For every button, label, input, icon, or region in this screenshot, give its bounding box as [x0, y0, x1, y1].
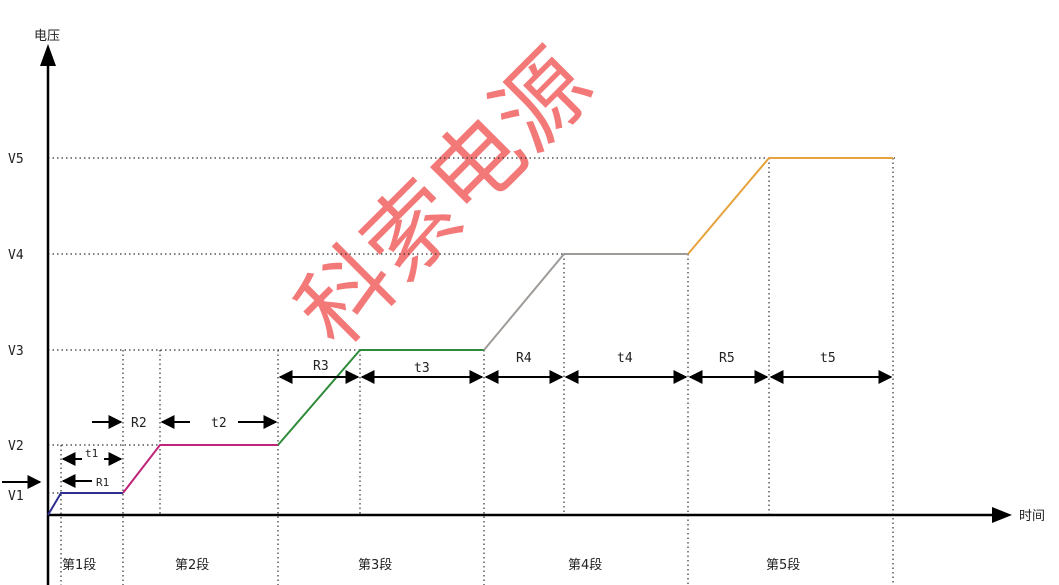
segment-labels: 第1段 第2段 第3段 第4段 第5段: [62, 558, 800, 573]
interval-arrows: t1 R1 R2 t2 R3 t3 R4 t4 R5 t5: [61, 351, 893, 489]
watermark: 科索电源: [277, 30, 613, 366]
label-r4: R4: [516, 351, 532, 366]
segment-1-label: 第1段: [62, 558, 96, 573]
label-v3: V3: [8, 344, 24, 359]
segment-4-label: 第4段: [568, 558, 602, 573]
axes: 电压 时间: [34, 29, 1045, 585]
x-axis-label: 时间: [1019, 509, 1045, 524]
x-axis-arrowhead: [992, 507, 1012, 523]
watermark-text: 科索电源: [277, 30, 613, 366]
label-r5: R5: [719, 351, 735, 366]
label-t3: t3: [414, 361, 430, 376]
label-t2: t2: [211, 416, 227, 431]
label-v1: V1: [8, 489, 24, 504]
label-v4: V4: [8, 248, 24, 263]
segment-5-label: 第5段: [766, 558, 800, 573]
label-v5: V5: [8, 152, 24, 167]
voltage-labels: V5 V4 V3 V2 V1: [2, 152, 42, 504]
segment-3-label: 第3段: [358, 558, 392, 573]
profile-segment-2: [122, 444, 278, 494]
profile-segment-5: [687, 157, 893, 255]
voltage-profile: [47, 157, 893, 516]
label-r2: R2: [131, 416, 147, 431]
y-axis-arrowhead: [40, 44, 56, 66]
segment-2-label: 第2段: [175, 558, 209, 573]
profile-segment-3: [277, 349, 484, 446]
profile-segment-1: [47, 492, 123, 516]
y-axis-label: 电压: [34, 29, 60, 44]
label-t5: t5: [820, 351, 836, 366]
label-r1: R1: [96, 476, 109, 489]
r3-label-bg: [310, 359, 336, 373]
t1-label-bg: [82, 448, 104, 460]
profile-segment-4: [483, 253, 688, 351]
label-v2: V2: [8, 439, 24, 454]
label-t1: t1: [85, 447, 98, 460]
label-t4: t4: [617, 351, 633, 366]
label-r3: R3: [313, 359, 329, 374]
